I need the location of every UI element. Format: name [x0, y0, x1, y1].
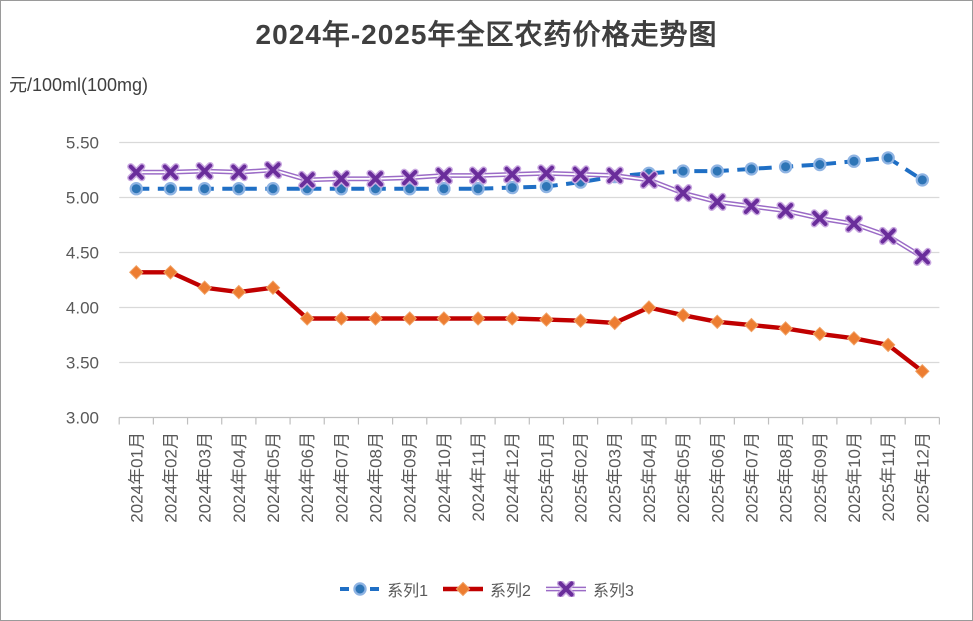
svg-text:2025年04月: 2025年04月 — [640, 432, 659, 523]
svg-text:5.00: 5.00 — [66, 189, 99, 208]
chart-legend: 系列1 系列2 系列3 — [1, 577, 972, 601]
svg-text:2024年05月: 2024年05月 — [264, 432, 283, 523]
series-3 — [127, 160, 932, 266]
svg-text:2025年01月: 2025年01月 — [537, 432, 556, 523]
svg-text:2024年10月: 2024年10月 — [435, 432, 454, 523]
svg-text:2025年10月: 2025年10月 — [845, 432, 864, 523]
svg-text:2025年11月: 2025年11月 — [879, 432, 898, 521]
svg-text:3.00: 3.00 — [66, 409, 99, 428]
y-axis-tick-labels: 5.50 5.00 4.50 4.00 3.50 3.00 — [66, 134, 99, 428]
svg-text:2025年09月: 2025年09月 — [811, 432, 830, 523]
svg-text:2025年06月: 2025年06月 — [708, 432, 727, 523]
svg-text:2025年07月: 2025年07月 — [742, 432, 761, 523]
svg-text:2025年02月: 2025年02月 — [572, 432, 591, 523]
svg-text:4.50: 4.50 — [66, 244, 99, 263]
series-2 — [128, 264, 930, 379]
svg-text:2025年05月: 2025年05月 — [674, 432, 693, 523]
svg-text:2024年07月: 2024年07月 — [332, 432, 351, 523]
series3-swatch-icon — [545, 581, 586, 597]
series2-swatch-icon — [443, 581, 484, 597]
svg-text:2024年08月: 2024年08月 — [367, 432, 386, 523]
svg-text:2024年03月: 2024年03月 — [196, 432, 215, 523]
svg-text:2024年06月: 2024年06月 — [298, 432, 317, 523]
legend-label-series3: 系列3 — [592, 583, 634, 600]
legend-label-series2: 系列2 — [490, 583, 531, 600]
svg-text:2024年01月: 2024年01月 — [127, 432, 146, 523]
chart-title: 2024年-2025年全区农药价格走势图 — [255, 19, 718, 50]
svg-text:2024年12月: 2024年12月 — [503, 432, 522, 523]
svg-text:2024年04月: 2024年04月 — [230, 432, 249, 523]
svg-text:2024年09月: 2024年09月 — [401, 432, 420, 523]
svg-text:2024年02月: 2024年02月 — [161, 432, 180, 523]
legend-item-series3: 系列3 — [545, 577, 634, 601]
svg-text:2025年03月: 2025年03月 — [606, 432, 625, 523]
svg-text:5.50: 5.50 — [66, 134, 99, 153]
svg-text:2025年12月: 2025年12月 — [913, 432, 932, 523]
svg-text:2024年11月: 2024年11月 — [469, 432, 488, 521]
legend-item-series2: 系列2 — [442, 577, 531, 601]
svg-text:2025年08月: 2025年08月 — [777, 432, 796, 523]
series1-swatch-icon — [340, 582, 381, 596]
svg-text:3.50: 3.50 — [66, 354, 99, 373]
x-axis — [118, 416, 941, 425]
gridlines — [119, 141, 940, 364]
legend-item-series1: 系列1 — [339, 577, 428, 601]
legend-label-series1: 系列1 — [387, 583, 429, 600]
x-axis-tick-labels: 2024年01月 2024年02月 2024年03月 2024年04月 2024年05月… — [127, 432, 932, 523]
svg-text:4.00: 4.00 — [66, 299, 99, 318]
y-axis-unit-label: 元/100ml(100mg) — [9, 75, 149, 95]
